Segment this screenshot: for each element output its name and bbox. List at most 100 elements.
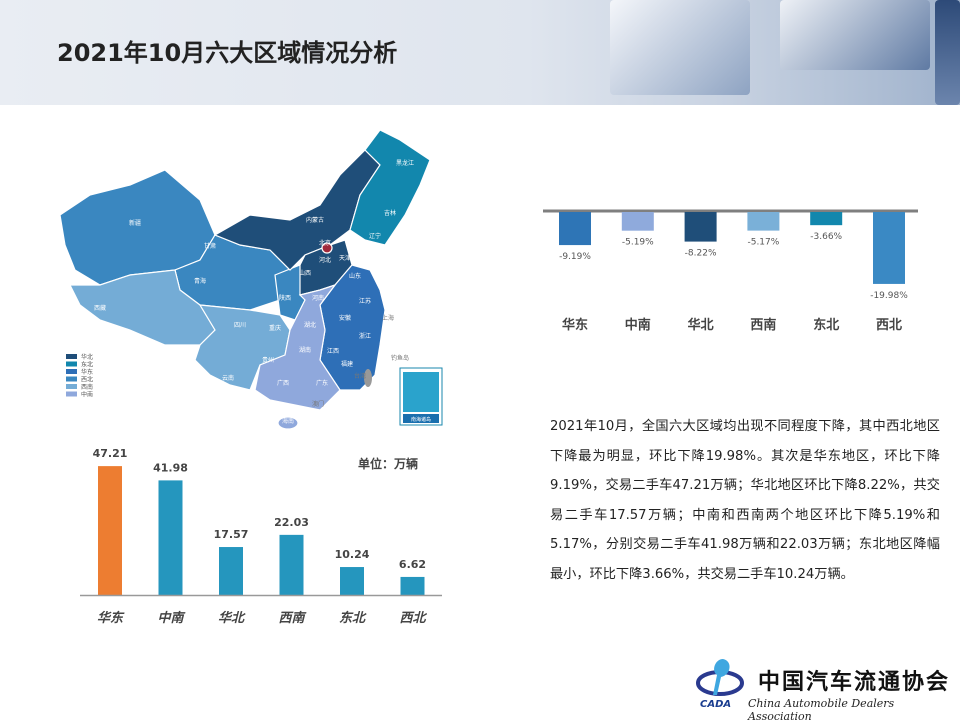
legend-label: 华北 (81, 353, 93, 361)
map-province-label: 山东 (349, 272, 361, 280)
volume-value-label: 47.21 (93, 447, 128, 460)
map-province-label: 澳门 (312, 400, 324, 408)
mom-bar (621, 212, 654, 231)
map-province-label: 吉林 (384, 209, 396, 217)
map-province-label: 广西 (277, 379, 289, 387)
cada-logo-icon (696, 659, 744, 696)
decorative-cube (935, 0, 960, 105)
mom-bar (873, 212, 905, 284)
volume-bar (158, 480, 183, 595)
mom-value-label: -19.98% (870, 291, 908, 301)
map-province-label: 内蒙古 (306, 216, 324, 224)
volume-category-label: 西北 (399, 611, 427, 626)
analysis-paragraph: 2021年10月，全国六大区域均出现不同程度下降，其中西北地区下降最为明显，环比… (550, 419, 940, 582)
legend-swatch (66, 361, 77, 367)
header-banner (0, 0, 960, 105)
map-province-label: 山西 (299, 269, 311, 277)
volume-bar (98, 466, 122, 595)
mom-bar (810, 212, 843, 226)
map-province-label: 河南 (312, 294, 324, 302)
logo-english-name: China Automobile Dealers Association (748, 697, 895, 723)
volume-category-label: 东北 (339, 610, 367, 626)
volume-value-label: 17.57 (214, 528, 249, 541)
mom-category-label: 华北 (688, 317, 714, 333)
legend-label: 东北 (81, 361, 93, 369)
mom-change-chart: -9.19% 华东 -5.19% 中南 -8.22% 华北 -5.17% 西南 -3.66% 东北… (543, 209, 918, 333)
mom-category-label: 华东 (562, 317, 588, 333)
map-province-label: 甘肃 (204, 242, 216, 250)
volume-value-label: 22.03 (274, 516, 309, 529)
map-province-label: 浙江 (359, 332, 371, 340)
map-province-label: 云南 (222, 374, 234, 382)
logo-chinese-name: 中国汽车流通协会 (758, 669, 951, 695)
map-province-label: 湖北 (304, 321, 316, 329)
map-province-label: 辽宁 (369, 232, 381, 240)
taiwan-shape (364, 369, 372, 387)
mom-category-label: 西北 (876, 318, 902, 333)
map-province-label: 陕西 (279, 294, 291, 302)
mom-value-label: -5.17% (747, 238, 779, 248)
volume-category-label: 中南 (157, 610, 185, 626)
map-province-label: 天津 (339, 255, 351, 262)
map-province-label: 福建 (341, 360, 353, 368)
page-title: 2021年10月六大区域情况分析 (57, 39, 398, 67)
map-province-label: 北京 (319, 239, 331, 247)
volume-bar (340, 567, 364, 595)
region-southwest (194, 304, 291, 391)
region-central-south (254, 283, 341, 411)
inset-sea (403, 372, 439, 412)
volume-value-label: 10.24 (335, 548, 370, 561)
mom-bar (684, 212, 717, 242)
mom-value-label: -9.19% (559, 252, 591, 262)
volume-category-label: 西南 (278, 610, 306, 626)
legend-label: 西北 (81, 376, 93, 384)
map-province-label: 西藏 (94, 304, 106, 312)
legend-swatch (66, 354, 77, 359)
logo-abbr: CADA (700, 699, 732, 710)
mom-value-label: -8.22% (685, 249, 717, 259)
legend-swatch (66, 376, 77, 382)
map-province-label: 安徽 (339, 314, 351, 322)
region-central-south (277, 416, 299, 430)
volume-value-label: 6.62 (399, 558, 426, 571)
map-province-label: 江苏 (359, 297, 371, 305)
legend-label: 西南 (81, 383, 93, 391)
map-province-label: 钓鱼岛 (391, 354, 409, 362)
map-province-label: 海南 (282, 417, 294, 425)
map-province-label: 台湾 (354, 372, 366, 380)
map-province-label: 贵州 (262, 356, 274, 364)
decorative-cube (610, 0, 750, 95)
legend-label: 华东 (81, 368, 93, 376)
legend-label: 中南 (81, 391, 93, 399)
beijing-marker (321, 242, 333, 254)
mom-bar (559, 212, 591, 246)
map-province-label: 新疆 (129, 219, 141, 227)
legend-swatch (66, 391, 77, 397)
mom-bar (747, 212, 780, 231)
map-province-label: 四川 (234, 322, 246, 329)
mom-category-label: 中南 (625, 317, 651, 333)
map-province-label: 青海 (194, 277, 206, 285)
map-province-label: 广东 (316, 379, 328, 387)
volume-bar (400, 576, 425, 595)
mom-value-label: -3.66% (810, 232, 842, 242)
legend-swatch (66, 384, 77, 389)
map-province-label: 重庆 (269, 324, 281, 332)
map-province-label: 上海 (382, 314, 394, 322)
legend-swatch (66, 369, 77, 374)
map-province-label: 南海诸岛 (411, 416, 431, 423)
volume-category-label: 华东 (97, 610, 125, 626)
unit-label: 单位：万辆 (358, 457, 419, 471)
mom-category-label: 东北 (813, 317, 839, 333)
region-northeast (349, 129, 431, 246)
volume-category-label: 华北 (218, 610, 246, 626)
map-province-label: 湖南 (299, 346, 311, 354)
volume-bar (279, 534, 304, 595)
volume-value-label: 41.98 (153, 461, 188, 474)
map-province-label: 河北 (319, 256, 331, 264)
map-province-label: 江西 (327, 348, 339, 355)
mom-value-label: -5.19% (622, 238, 654, 248)
volume-bar (219, 547, 243, 595)
mom-category-label: 西南 (750, 317, 776, 333)
